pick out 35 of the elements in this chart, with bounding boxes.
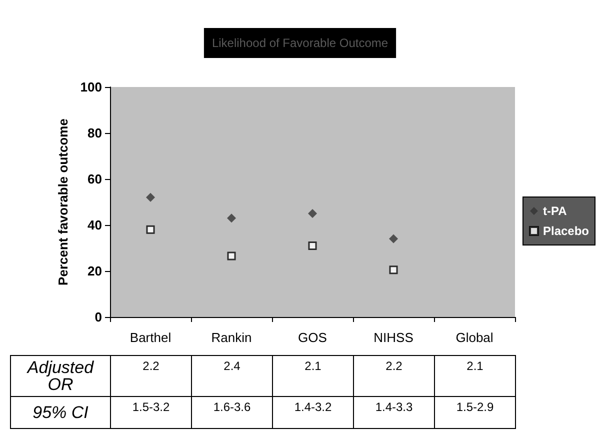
text: 1.5-3.2 [110, 396, 192, 428]
y-tick-label: 20 [88, 264, 102, 278]
text: 2.1 [272, 356, 354, 396]
text: 1.6-3.6 [192, 396, 272, 428]
text: 95% CI [10, 396, 110, 428]
point [146, 192, 155, 202]
x-tick-label: Global [456, 330, 494, 345]
point [227, 214, 236, 223]
text: Adjusted OR [10, 356, 110, 396]
text: 2.2 [110, 356, 192, 396]
chart-title: Likelihood of Favorable Outcome [212, 36, 388, 50]
x-tick-label: NIHSS [374, 330, 414, 345]
point [227, 252, 236, 260]
x-tick-label: GOS [298, 330, 328, 345]
y-axis-title: Percent favorable outcome [55, 118, 70, 286]
text: 2.1 [434, 356, 516, 396]
y-tick-label: 80 [88, 126, 102, 140]
point [308, 209, 317, 218]
point [146, 225, 155, 234]
text: 1.4-3.2 [272, 396, 354, 428]
legend-label: Placebo [542, 224, 590, 238]
y-tick-label: 60 [88, 172, 102, 186]
text: 2.4 [192, 356, 272, 396]
y-tick-label: 0 [94, 310, 102, 324]
text: 2.2 [354, 356, 434, 396]
x-tick-label: Barthel [130, 330, 172, 345]
y-tick-label: 40 [88, 218, 102, 232]
text: 1.5-2.9 [434, 396, 516, 428]
text: 1.4-3.3 [354, 396, 434, 428]
legend-label: t-PA [542, 204, 568, 218]
point [389, 266, 398, 274]
point [308, 241, 317, 250]
x-tick-label: Rankin [211, 330, 252, 345]
y-tick-label: 100 [80, 80, 102, 94]
point [389, 234, 398, 244]
